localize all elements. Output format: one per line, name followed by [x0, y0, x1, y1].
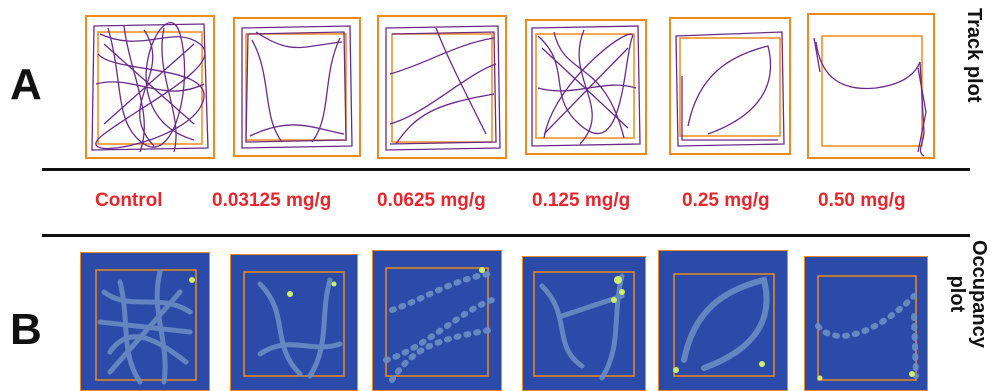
occupancy-plot-0-0625 [372, 250, 502, 391]
dose-label-0-50: 0.50 mg/g [818, 190, 906, 211]
track-plot-label: Track plot [963, 8, 985, 103]
top-divider [42, 168, 970, 171]
dose-label-0-03125: 0.03125 mg/g [212, 190, 332, 211]
dose-label-0-125: 0.125 mg/g [532, 190, 631, 211]
bottom-divider [42, 234, 970, 237]
panel-a-label: A [10, 60, 42, 109]
occupancy-plot-0-03125 [230, 254, 358, 391]
dose-label-control: Control [95, 190, 163, 211]
occupancy-plot-0-125 [522, 256, 646, 391]
occupancy-plot-0-25 [658, 250, 788, 391]
dose-label-0-0625: 0.0625 mg/g [377, 190, 486, 211]
dose-label-0-25: 0.25 mg/g [682, 190, 770, 211]
track-plot-control [84, 14, 216, 160]
occupancy-plot-0-50 [804, 256, 928, 391]
track-plot-0-125 [524, 18, 648, 156]
occupancy-plot-label: Occupancy plot [946, 240, 990, 348]
panel-b-label: B [10, 305, 42, 354]
track-plot-0-50 [806, 12, 936, 160]
track-plot-0-03125 [232, 16, 362, 158]
track-plot-0-25 [668, 16, 792, 156]
occupancy-plot-control [80, 252, 210, 391]
track-plot-0-0625 [376, 14, 508, 160]
